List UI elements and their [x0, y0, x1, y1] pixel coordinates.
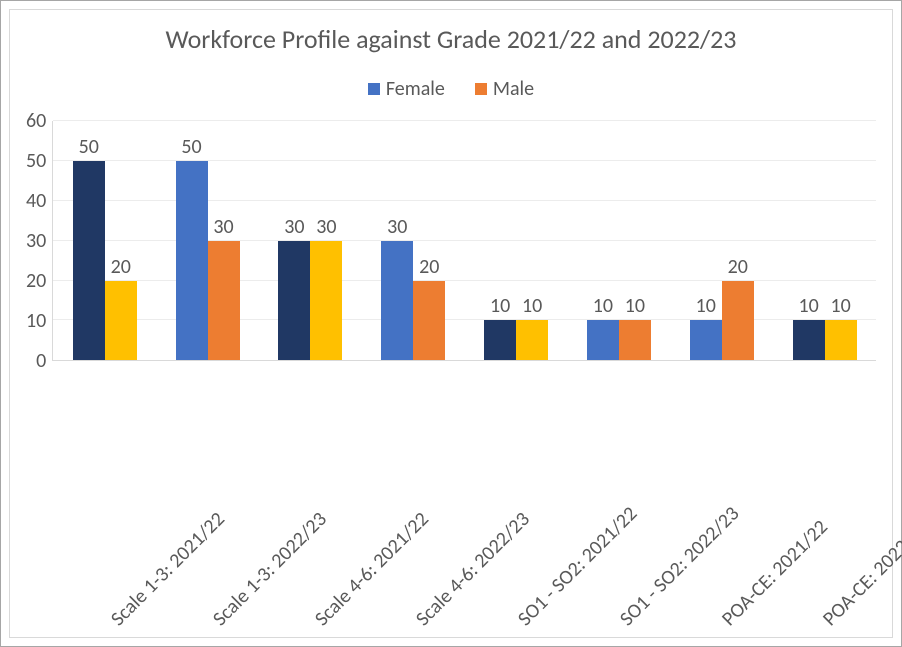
bar-label-male: 20: [728, 255, 748, 281]
bar-male: 20: [722, 281, 754, 361]
bar-male: 10: [825, 320, 857, 360]
bar-label-female: 30: [284, 215, 304, 241]
bar-label-female: 10: [696, 294, 716, 320]
bar-label-male: 10: [625, 294, 645, 320]
bar-female: 10: [587, 320, 619, 360]
bar-female: 10: [690, 320, 722, 360]
bar-label-male: 20: [419, 255, 439, 281]
bars-area: 50205030303030201010101010201010: [53, 121, 876, 360]
chart-plot-area: Workforce Profile against Grade 2021/22 …: [9, 9, 893, 638]
bar-label-male: 10: [830, 294, 850, 320]
bar-group: 3030: [259, 121, 362, 360]
x-label-slot: POA-CE: 2021/22: [673, 447, 775, 637]
bar-group: 1020: [670, 121, 773, 360]
bar-label-female: 10: [490, 294, 510, 320]
x-label-slot: Scale 4-6: 2021/22: [266, 447, 368, 637]
bar-male: 10: [619, 320, 651, 360]
bar-label-female: 30: [387, 215, 407, 241]
bar-female: 30: [381, 241, 413, 361]
bar-male: 30: [208, 241, 240, 361]
bar-group: 1010: [773, 121, 876, 360]
bar-female: 50: [73, 161, 105, 360]
plot-wrapper: 6050403020100 50205030303030201010101010…: [10, 111, 892, 447]
legend-label-female: Female: [386, 77, 445, 101]
bar-label-male: 10: [522, 294, 542, 320]
bar-female: 30: [278, 241, 310, 361]
bar-label-male: 30: [316, 215, 336, 241]
plot: 50205030303030201010101010201010: [52, 121, 876, 361]
x-label-slot: SO1 - SO2: 2022/23: [571, 447, 673, 637]
bar-label-male: 20: [111, 255, 131, 281]
x-axis-label: POA-CE: 2022/23: [818, 515, 902, 631]
bar-group: 5030: [156, 121, 259, 360]
bar-label-female: 10: [798, 294, 818, 320]
bar-label-male: 30: [213, 215, 233, 241]
legend-label-male: Male: [493, 77, 534, 101]
bar-group: 1010: [465, 121, 568, 360]
chart-title: Workforce Profile against Grade 2021/22 …: [10, 10, 892, 59]
bar-label-female: 10: [593, 294, 613, 320]
legend-swatch-female: [368, 83, 380, 95]
bar-female: 10: [484, 320, 516, 360]
bar-male: 10: [516, 320, 548, 360]
bar-male: 20: [105, 281, 137, 361]
chart-legend: Female Male: [10, 59, 892, 111]
chart-container: Workforce Profile against Grade 2021/22 …: [0, 0, 902, 647]
y-axis: 6050403020100: [26, 121, 52, 361]
bar-label-female: 50: [181, 135, 201, 161]
x-label-slot: Scale 1-3: 2022/23: [164, 447, 266, 637]
bar-group: 1010: [568, 121, 671, 360]
x-label-slot: Scale 4-6: 2022/23: [367, 447, 469, 637]
legend-swatch-male: [475, 83, 487, 95]
legend-item-female: Female: [368, 77, 445, 101]
x-axis-labels: Scale 1-3: 2021/22Scale 1-3: 2022/23Scal…: [10, 447, 892, 637]
bar-group: 3020: [362, 121, 465, 360]
bar-male: 30: [310, 241, 342, 361]
bar-male: 20: [413, 281, 445, 361]
bar-female: 10: [793, 320, 825, 360]
bar-label-female: 50: [79, 135, 99, 161]
legend-item-male: Male: [475, 77, 534, 101]
x-label-slot: POA-CE: 2022/23: [774, 447, 876, 637]
x-label-slot: SO1 - SO2: 2021/22: [469, 447, 571, 637]
bar-group: 5020: [53, 121, 156, 360]
bar-female: 50: [176, 161, 208, 360]
x-label-slot: Scale 1-3: 2021/22: [62, 447, 164, 637]
